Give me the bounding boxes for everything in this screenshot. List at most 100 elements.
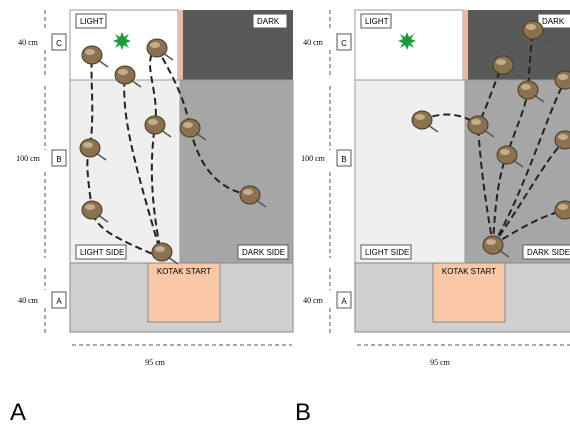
zone-label: B xyxy=(341,155,346,164)
crab-tail xyxy=(167,256,179,265)
crab-tail xyxy=(255,199,267,208)
track xyxy=(492,139,566,246)
panel-label: B xyxy=(295,399,311,425)
start-label: KOTAK START xyxy=(442,267,496,276)
crab xyxy=(146,38,174,61)
crab xyxy=(239,185,267,208)
crab xyxy=(467,115,495,138)
label-box: DARK xyxy=(537,13,570,29)
divider xyxy=(463,10,468,80)
label-box: DARK SIDE xyxy=(522,244,570,260)
crab-tail xyxy=(160,129,172,138)
label-frame xyxy=(360,244,412,260)
label: LIGHT xyxy=(80,17,104,26)
crab-tail xyxy=(512,159,524,168)
crab-shine xyxy=(500,149,510,155)
zone-label: A xyxy=(56,297,62,306)
crab xyxy=(522,20,550,43)
track xyxy=(477,124,494,246)
label-frame xyxy=(537,13,570,29)
crab-shine xyxy=(148,119,158,125)
panel: LIGHT DARK LIGHT SIDE DARK SIDE KOTAK START C… xyxy=(10,9,294,425)
panel-label: A xyxy=(10,399,26,425)
start-box xyxy=(147,262,221,323)
crab-tail xyxy=(97,214,109,223)
crab-tail xyxy=(483,129,495,138)
crab-shine xyxy=(558,134,568,140)
divider xyxy=(178,10,183,80)
label-box: LIGHT SIDE xyxy=(360,244,412,260)
zone-label: C xyxy=(56,39,62,48)
crab xyxy=(81,200,109,223)
crab-shine xyxy=(521,84,531,90)
crab xyxy=(179,118,207,141)
label-frame xyxy=(75,244,127,260)
crab xyxy=(496,145,524,168)
crab xyxy=(151,242,179,265)
crab-body xyxy=(554,200,570,220)
track xyxy=(86,54,163,259)
label-frame xyxy=(237,244,289,260)
start-label: KOTAK START xyxy=(157,267,211,276)
zone-box xyxy=(336,33,352,51)
zone-label: C xyxy=(341,39,347,48)
crab-shine xyxy=(415,114,425,120)
label-box: DARK SIDE xyxy=(237,244,289,260)
zone-label: A xyxy=(341,297,347,306)
label: DARK SIDE xyxy=(527,248,570,257)
label: DARK xyxy=(257,17,280,26)
zone-box xyxy=(51,33,67,51)
dimension: 40 cm xyxy=(303,296,324,305)
crab-tail xyxy=(508,69,520,78)
zone-box xyxy=(51,291,67,309)
crab xyxy=(554,130,570,150)
label: DARK SIDE xyxy=(242,248,285,257)
crab-shine xyxy=(558,74,568,80)
crab-shine xyxy=(471,119,481,125)
light-side xyxy=(354,79,466,264)
crab-shine xyxy=(243,189,253,195)
crab-tail xyxy=(427,124,439,133)
crab-tail xyxy=(95,152,107,161)
dimension: 100 cm xyxy=(301,154,326,163)
track xyxy=(123,74,163,259)
crab xyxy=(554,200,570,220)
star xyxy=(113,32,131,50)
start-box xyxy=(432,262,506,323)
crab-shine xyxy=(183,122,193,128)
crab xyxy=(144,115,172,138)
dark-side xyxy=(179,79,294,264)
label-box: DARK xyxy=(252,13,288,29)
label-frame xyxy=(75,13,107,29)
zone-box xyxy=(336,149,352,167)
label-frame xyxy=(252,13,288,29)
crab-shine xyxy=(496,59,506,65)
crab-shine xyxy=(83,142,93,148)
crab-body xyxy=(554,130,570,150)
crab-shine xyxy=(155,246,165,252)
label: DARK xyxy=(542,17,565,26)
crab xyxy=(482,235,510,258)
crab-shine xyxy=(526,24,536,30)
label: LIGHT xyxy=(365,17,389,26)
crab-shine xyxy=(558,204,568,210)
crab-tail xyxy=(538,34,550,43)
label: LIGHT SIDE xyxy=(80,248,124,257)
crab xyxy=(81,45,109,68)
crab-body xyxy=(554,70,570,90)
crab xyxy=(79,138,107,161)
dimension: 40 cm xyxy=(303,38,324,47)
zone-box xyxy=(51,149,67,167)
crab-tail xyxy=(195,132,207,141)
dark-side xyxy=(464,79,570,264)
crab-shine xyxy=(150,42,160,48)
dimension: 40 cm xyxy=(18,296,39,305)
track xyxy=(156,47,251,196)
dimension: 100 cm xyxy=(16,154,41,163)
crab-tail xyxy=(97,59,109,68)
crab-tail xyxy=(162,52,174,61)
track xyxy=(492,209,566,246)
crab-shine xyxy=(85,49,95,55)
track xyxy=(492,79,566,246)
